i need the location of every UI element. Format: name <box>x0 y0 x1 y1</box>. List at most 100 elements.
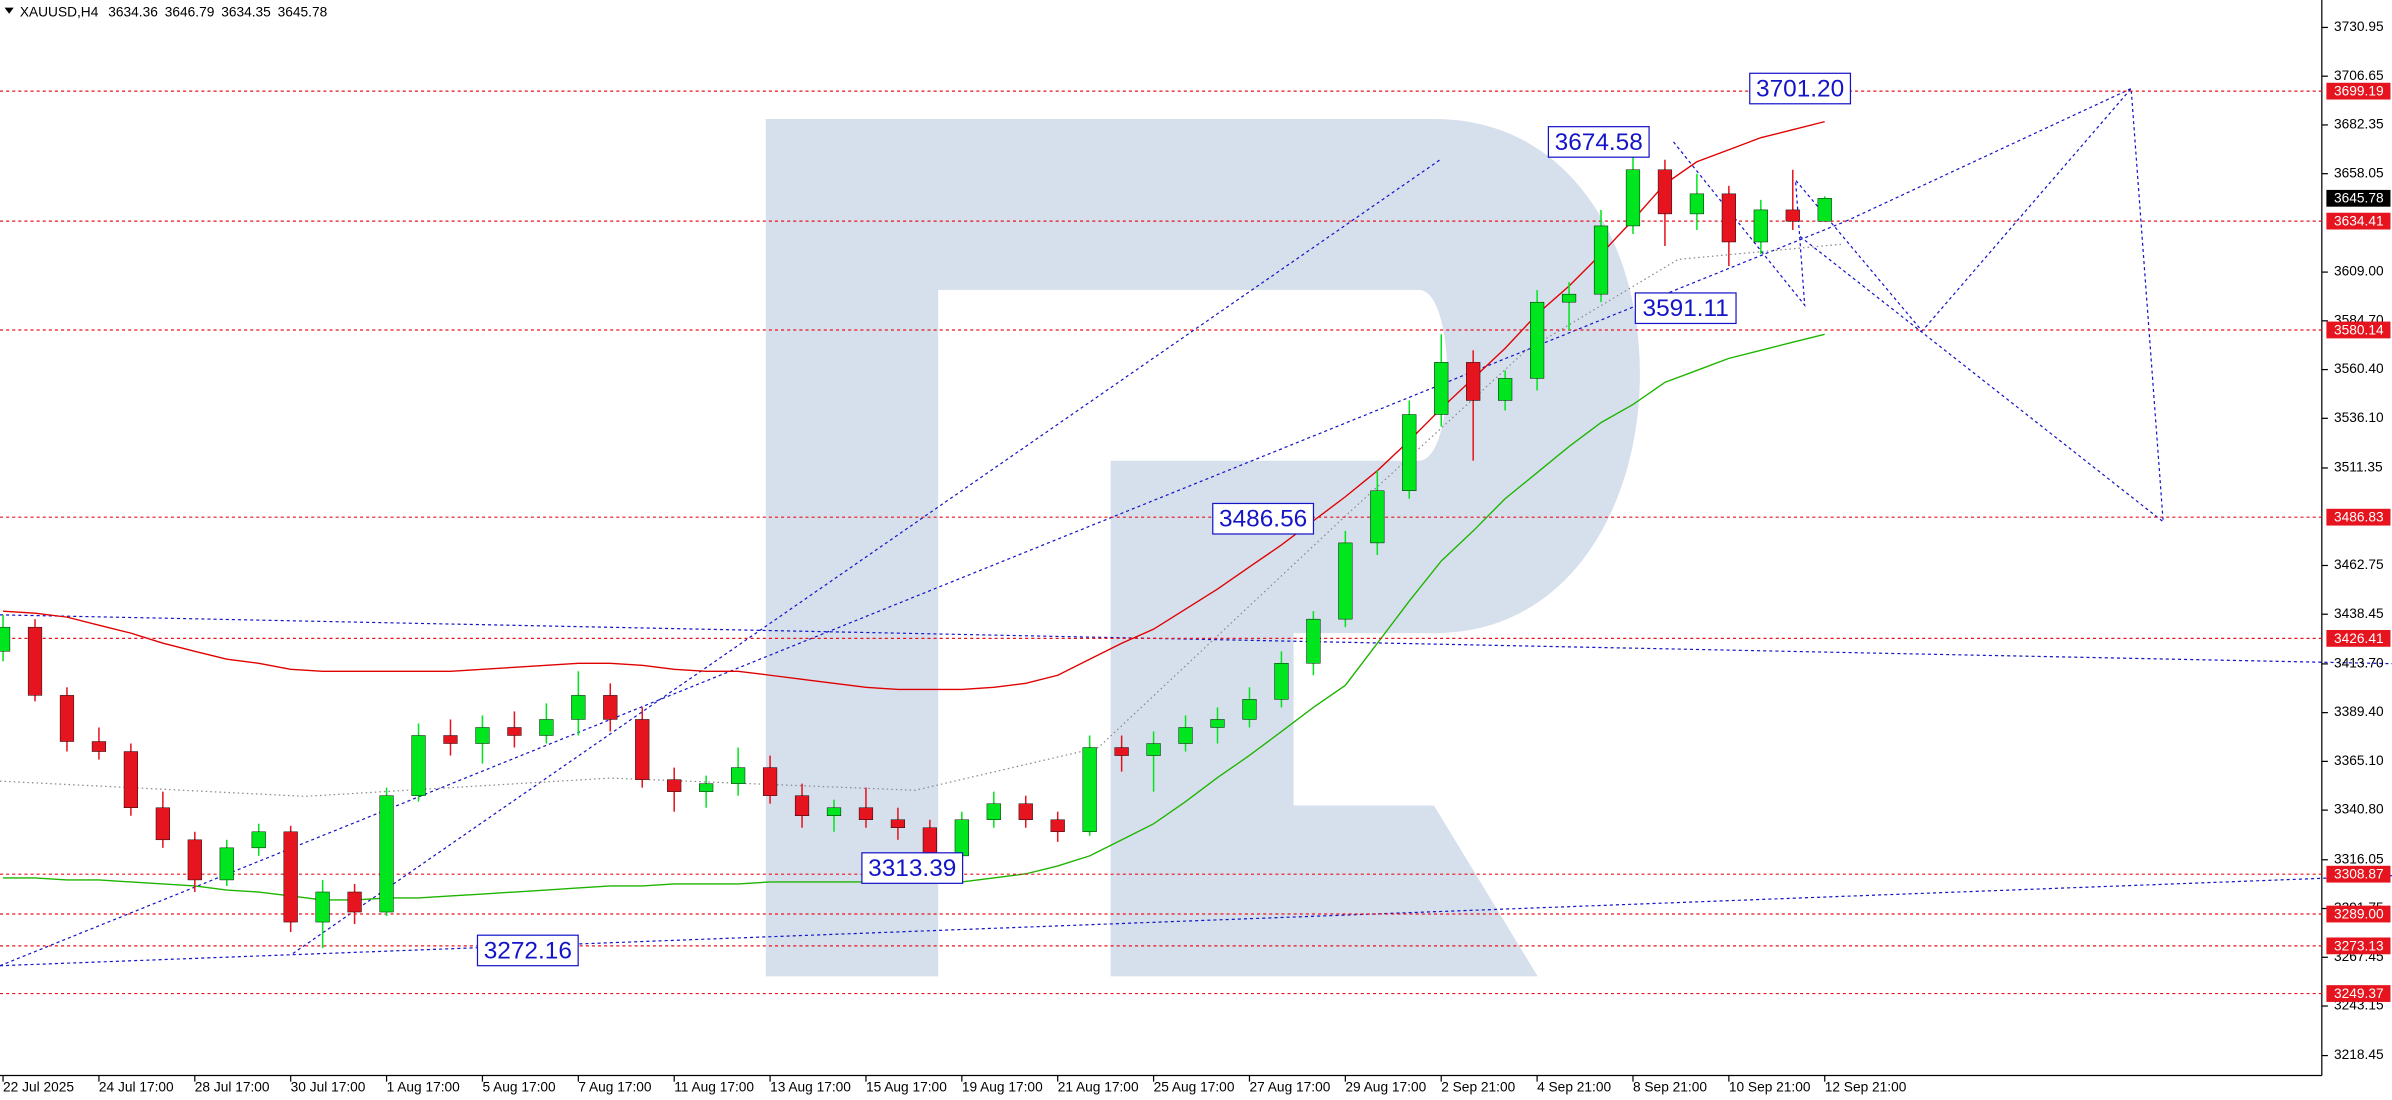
y-tick-label: 3218.45 <box>2334 1047 2384 1062</box>
level-tag-label: 3426.41 <box>2334 631 2384 646</box>
level-tag <box>2326 937 2391 955</box>
x-tick-label: 4 Sep 21:00 <box>1537 1079 1611 1094</box>
x-tick-label: 21 Aug 17:00 <box>1058 1079 1139 1094</box>
x-tick-label: 7 Aug 17:00 <box>578 1079 652 1094</box>
candle-body <box>1338 542 1353 620</box>
candle-body <box>762 767 778 796</box>
candle-body <box>699 783 714 792</box>
annotation-label: 3486.56 <box>1219 506 1307 533</box>
candle-body <box>571 695 586 720</box>
candle-body <box>1785 209 1800 222</box>
annotation-box <box>1634 292 1737 325</box>
candle-body <box>1082 747 1097 833</box>
level-tag-label: 3273.13 <box>2334 938 2384 953</box>
x-tick-label: 25 Aug 17:00 <box>1154 1079 1235 1094</box>
y-tick-label: 3340.80 <box>2334 802 2384 817</box>
candle-body <box>1274 663 1289 700</box>
candle-body <box>858 807 874 820</box>
x-tick-label: 22 Jul 2025 <box>3 1079 74 1094</box>
y-tick-label: 3316.05 <box>2334 851 2384 866</box>
candle-body <box>954 819 969 857</box>
candle-body <box>1434 362 1449 415</box>
last-low: 3634.35 <box>221 4 271 19</box>
level-tag-label: 3289.00 <box>2334 906 2384 921</box>
candle-body <box>603 695 618 720</box>
y-tick-label: 3413.70 <box>2334 656 2384 671</box>
candle-body <box>315 891 330 923</box>
candle-body <box>1817 198 1832 222</box>
candle-body <box>1050 819 1065 833</box>
candle-body <box>1178 727 1193 744</box>
last-open: 3634.36 <box>108 4 158 19</box>
candle-body <box>1657 169 1673 215</box>
level-tag <box>2326 212 2391 230</box>
chart-title: XAUUSD,H4 <box>20 4 99 19</box>
level-tag-label: 3486.83 <box>2334 510 2384 525</box>
x-tick-label: 2 Sep 21:00 <box>1441 1079 1515 1094</box>
level-tag-label: 3699.19 <box>2334 84 2384 99</box>
level-tag <box>2326 629 2391 647</box>
current-price-tag <box>2326 189 2391 207</box>
y-tick-label: 3682.35 <box>2334 117 2384 132</box>
candle-body <box>219 847 234 881</box>
candle-body <box>922 827 937 857</box>
candle-body <box>1114 747 1129 756</box>
candle-body <box>986 803 1001 820</box>
x-tick-label: 28 Jul 17:00 <box>195 1079 270 1094</box>
x-tick-label: 10 Sep 21:00 <box>1729 1079 1811 1094</box>
level-tag-label: 3249.37 <box>2334 986 2384 1001</box>
candle-body <box>123 751 138 808</box>
y-tick-label: 3389.40 <box>2334 704 2384 719</box>
trend-line <box>292 158 1442 954</box>
moving-average <box>3 120 1825 691</box>
symbol-menu-icon[interactable] <box>4 7 14 14</box>
current-price-label: 3645.78 <box>2334 191 2384 206</box>
y-tick-label: 3609.00 <box>2334 264 2384 279</box>
x-tick-label: 27 Aug 17:00 <box>1249 1079 1330 1094</box>
level-tag <box>2326 82 2391 100</box>
level-tag <box>2326 905 2391 923</box>
candle-body <box>347 891 362 913</box>
candle-body <box>1306 618 1321 664</box>
level-tag <box>2326 321 2391 339</box>
candle-body <box>507 727 522 736</box>
candle-body <box>187 839 202 881</box>
candle-body <box>1689 193 1704 215</box>
y-tick-label: 3536.10 <box>2334 410 2384 425</box>
trend-line <box>0 875 2392 967</box>
y-tick-label: 3462.75 <box>2334 557 2384 572</box>
y-tick-label: 3706.65 <box>2334 68 2384 83</box>
candle-body <box>1402 414 1417 491</box>
candle-body <box>283 831 298 923</box>
chart-header: XAUUSD,H4 3634.36 3646.79 3634.35 3645.7… <box>20 4 328 19</box>
y-tick-label: 3365.10 <box>2334 753 2384 768</box>
y-tick-label: 3438.45 <box>2334 606 2384 621</box>
y-tick-label: 3560.40 <box>2334 361 2384 376</box>
level-tag <box>2326 508 2391 526</box>
level-tag-label: 3634.41 <box>2334 213 2384 228</box>
candle-body <box>794 795 810 816</box>
candle-body <box>411 735 426 796</box>
x-tick-label: 19 Aug 17:00 <box>962 1079 1043 1094</box>
candle-body <box>1498 378 1513 401</box>
last-high: 3646.79 <box>165 4 215 19</box>
level-tag-label: 3308.87 <box>2334 867 2384 882</box>
x-tick-label: 1 Aug 17:00 <box>387 1079 461 1094</box>
y-tick-label: 3658.05 <box>2334 165 2384 180</box>
candle-body <box>1561 293 1577 303</box>
watermark-logo <box>765 119 1640 977</box>
annotation-box <box>861 852 964 884</box>
wave-path <box>1673 87 2164 524</box>
trend-line <box>0 220 1847 967</box>
last-close: 3645.78 <box>278 4 328 19</box>
candle-body <box>91 741 107 752</box>
level-tag-label: 3580.14 <box>2334 322 2384 337</box>
candle-body <box>475 727 490 744</box>
x-tick-label: 30 Jul 17:00 <box>291 1079 366 1094</box>
x-tick-label: 29 Aug 17:00 <box>1345 1079 1426 1094</box>
candle-body <box>1242 699 1257 720</box>
candle-body <box>1753 209 1768 243</box>
candle-body <box>731 767 746 784</box>
annotation-box <box>1547 126 1650 158</box>
